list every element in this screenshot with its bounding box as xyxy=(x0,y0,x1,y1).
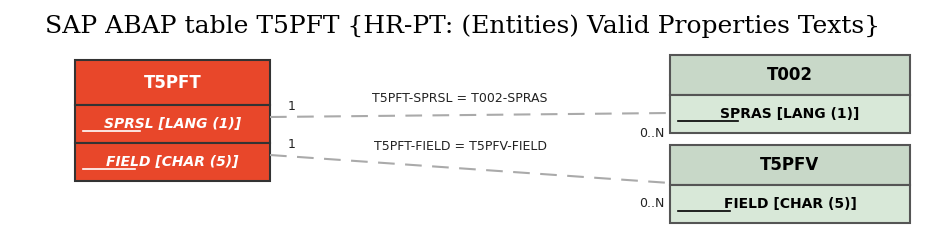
Text: SPRAS [LANG (1)]: SPRAS [LANG (1)] xyxy=(721,107,859,121)
Text: 0..N: 0..N xyxy=(639,197,665,210)
Text: FIELD [CHAR (5)]: FIELD [CHAR (5)] xyxy=(723,197,857,211)
Bar xyxy=(75,60,270,105)
Text: T5PFT-SPRSL = T002-SPRAS: T5PFT-SPRSL = T002-SPRAS xyxy=(372,92,548,105)
Text: T5PFT: T5PFT xyxy=(143,73,202,91)
Text: 1: 1 xyxy=(288,100,296,113)
Bar xyxy=(75,143,270,181)
Bar xyxy=(670,185,910,223)
Bar xyxy=(670,145,910,185)
Bar xyxy=(670,95,910,133)
Text: SPRSL [LANG (1)]: SPRSL [LANG (1)] xyxy=(104,117,241,131)
Bar xyxy=(75,105,270,143)
Text: 1: 1 xyxy=(288,138,296,151)
Text: T5PFT-FIELD = T5PFV-FIELD: T5PFT-FIELD = T5PFV-FIELD xyxy=(374,140,547,153)
Text: T002: T002 xyxy=(767,66,813,84)
Text: T5PFV: T5PFV xyxy=(760,156,820,174)
Text: 0..N: 0..N xyxy=(639,127,665,140)
Text: FIELD [CHAR (5)]: FIELD [CHAR (5)] xyxy=(106,155,239,169)
Text: SAP ABAP table T5PFT {HR-PT: (Entities) Valid Properties Texts}: SAP ABAP table T5PFT {HR-PT: (Entities) … xyxy=(45,14,880,38)
Bar xyxy=(670,55,910,95)
